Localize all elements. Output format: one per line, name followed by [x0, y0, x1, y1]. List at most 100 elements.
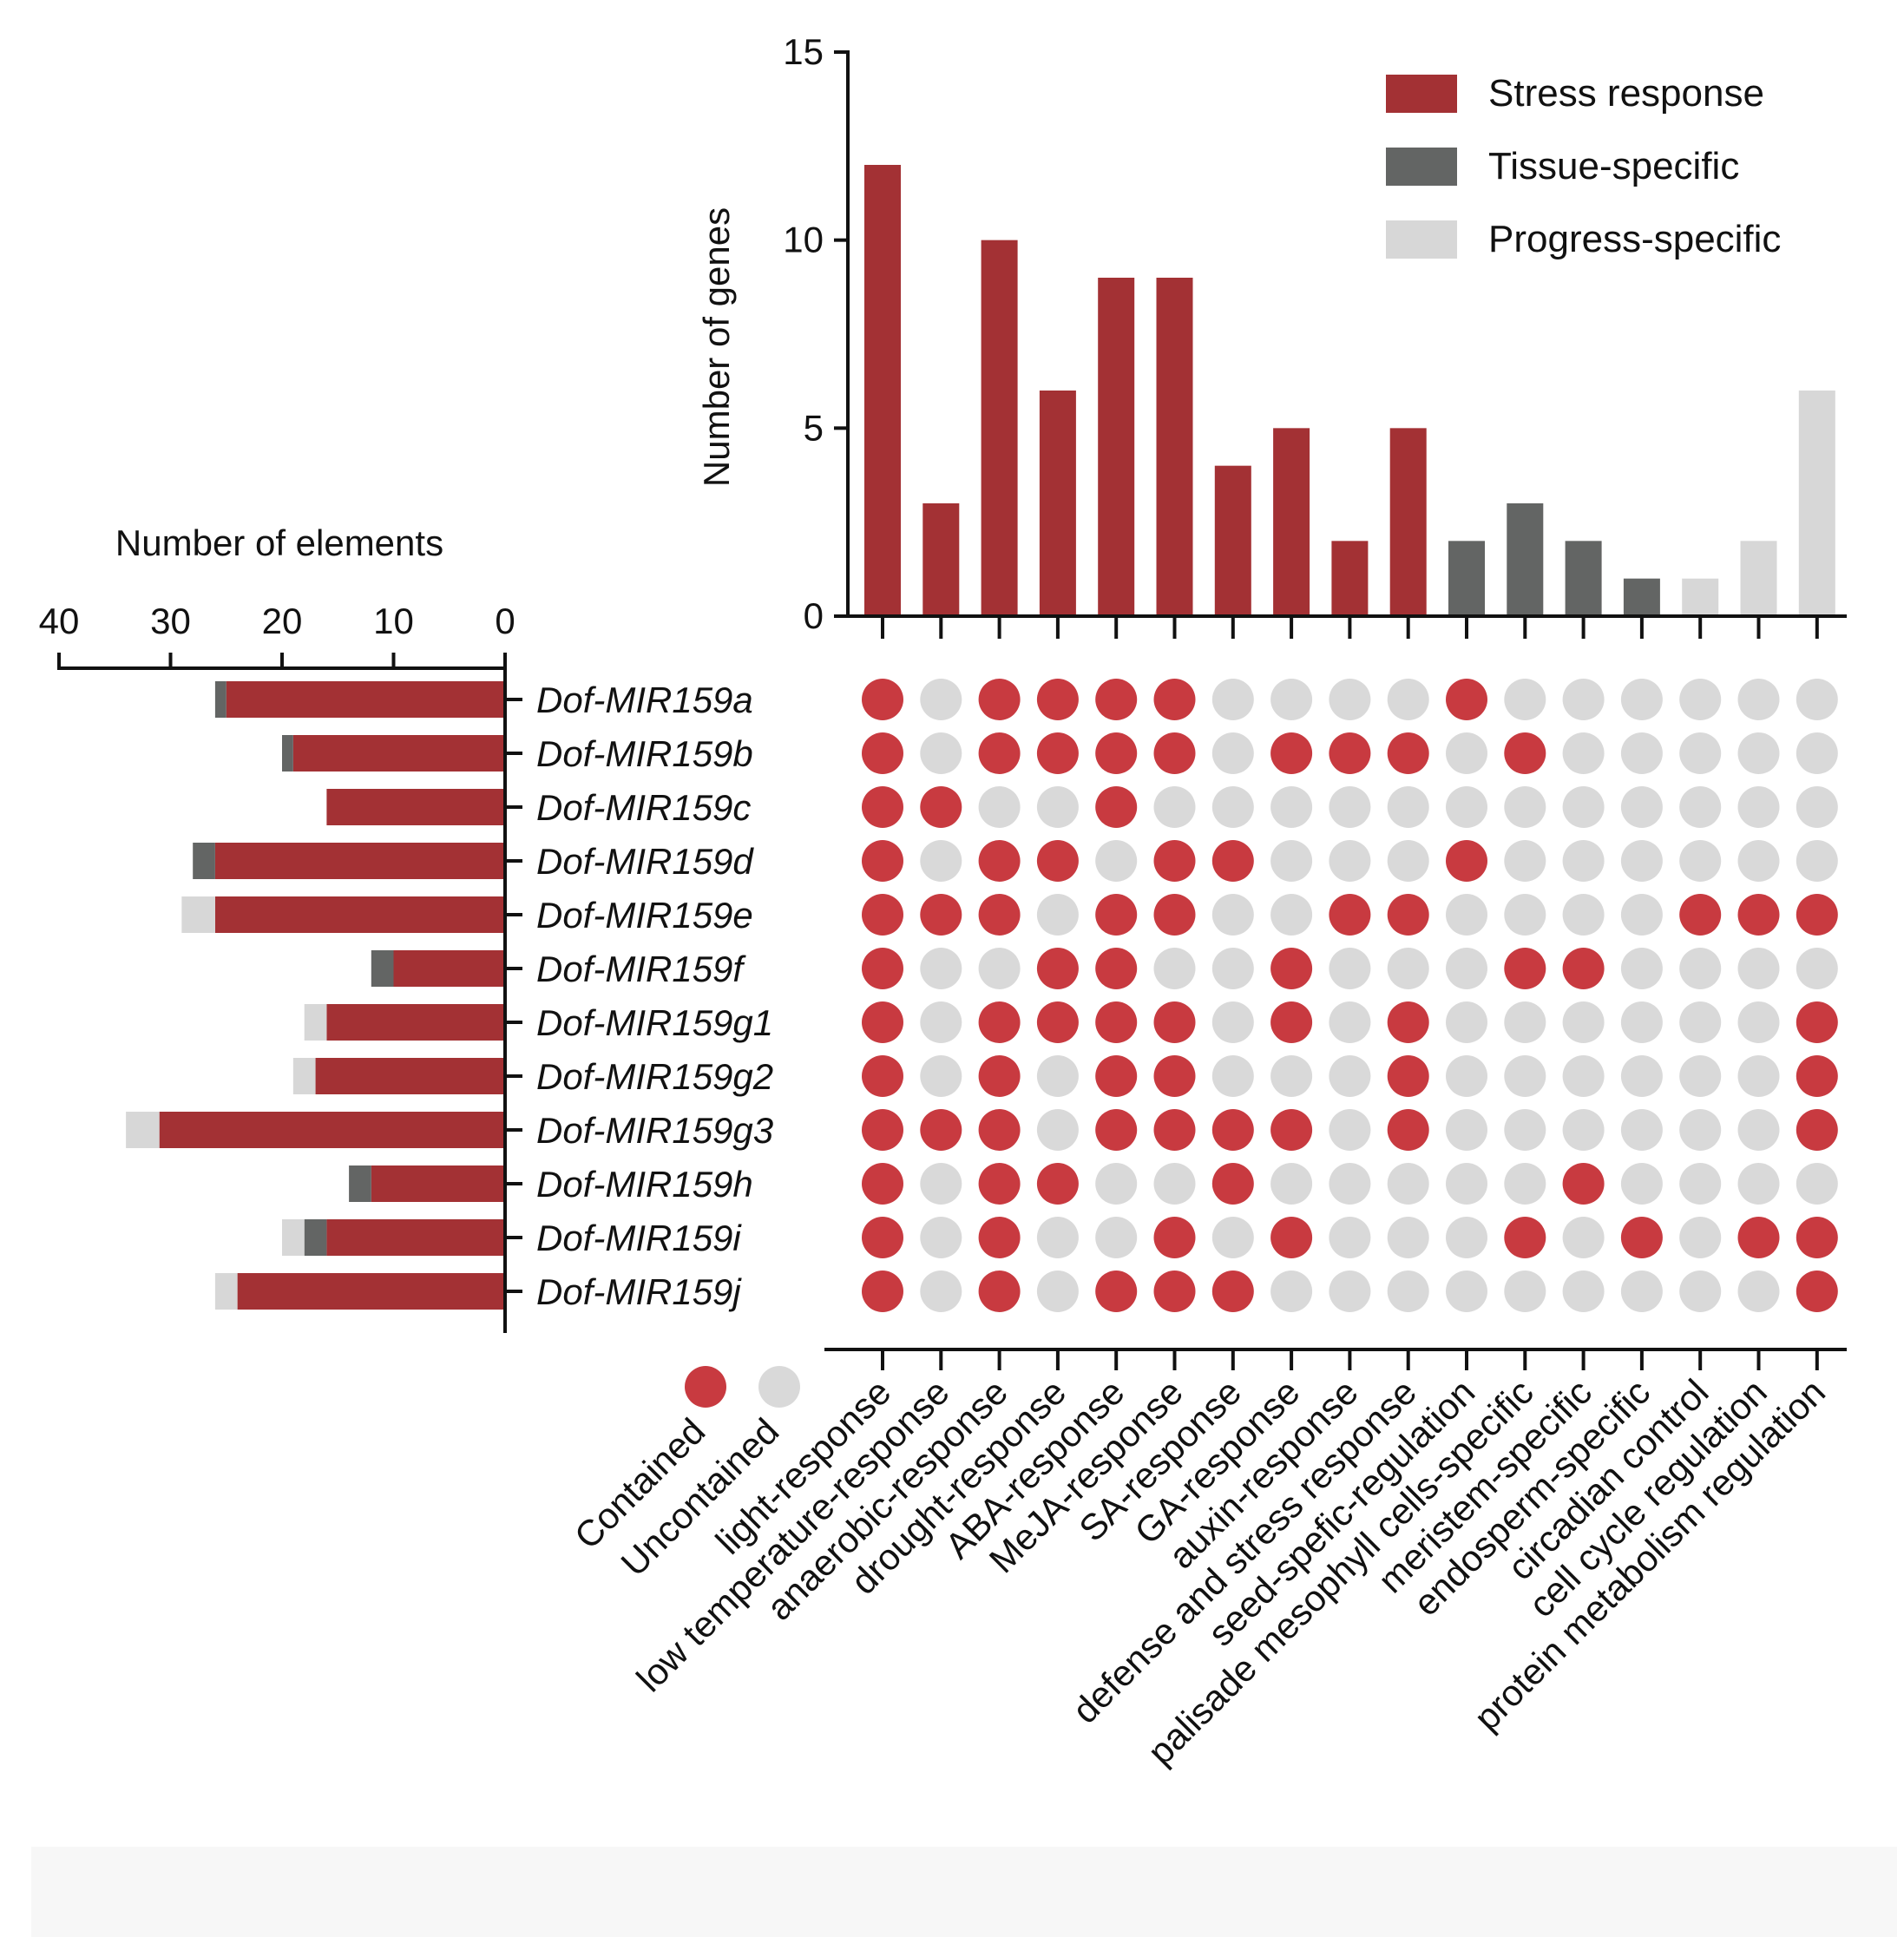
- dot-dof-mir159c-auxin-response: [1329, 786, 1371, 828]
- dot-dof-mir159c-drought-response: [1036, 786, 1079, 828]
- bar-defense-and-stress-response: [1389, 428, 1427, 616]
- dot-dof-mir159g3-palisade-mesophyll-cells-specific: [1504, 1109, 1546, 1151]
- dot-dof-mir159c-cell-cycle-regulation: [1737, 786, 1780, 828]
- dot-dof-mir159j-light-response: [862, 1271, 903, 1312]
- gene-label-dof-mir159b: Dof-MIR159b: [536, 733, 753, 774]
- legend-label-stress: Stress response: [1488, 72, 1764, 115]
- bar-auxin-response: [1331, 541, 1369, 616]
- dot-dof-mir159j-seed-spefic-regulation: [1446, 1271, 1487, 1312]
- dot-dof-mir159i-ga-response: [1270, 1217, 1313, 1258]
- dot-dof-mir159i-sa-response: [1211, 1217, 1254, 1258]
- dot-dof-mir159f-drought-response: [1036, 948, 1079, 989]
- dot-dof-mir159c-ga-response: [1270, 786, 1313, 828]
- dot-dof-mir159e-low-temperature-response: [920, 894, 962, 936]
- dot-dof-mir159b-meja-response: [1153, 732, 1196, 774]
- dot-dof-mir159a-light-response: [862, 679, 903, 720]
- bar-dof-mir159d-tissue: [193, 843, 215, 879]
- dot-dof-mir159h-anaerobic-response: [978, 1163, 1021, 1205]
- dot-dof-mir159a-cell-cycle-regulation: [1737, 679, 1780, 720]
- dot-dof-mir159g1-drought-response: [1036, 1001, 1079, 1043]
- bar-low-temperature-response: [922, 503, 960, 616]
- dot-dof-mir159e-seed-spefic-regulation: [1446, 894, 1487, 936]
- dot-dof-mir159e-aba-response: [1095, 894, 1138, 936]
- dot-dof-mir159g2-ga-response: [1270, 1055, 1313, 1097]
- bar-circadian-control: [1682, 578, 1719, 616]
- bar-meristem-specific: [1565, 541, 1602, 616]
- dot-dof-mir159d-meja-response: [1153, 840, 1196, 882]
- left-bar-x-axis: 40 30 20 10 0 Number of elements: [39, 522, 522, 1333]
- dot-dof-mir159h-endosperm-specific: [1620, 1163, 1663, 1205]
- dot-dof-mir159e-ga-response: [1270, 894, 1313, 936]
- y-tick-label-15: 15: [783, 31, 824, 72]
- dot-dof-mir159e-sa-response: [1211, 894, 1254, 936]
- dot-dof-mir159g3-anaerobic-response: [978, 1109, 1021, 1151]
- dot-dof-mir159h-seed-spefic-regulation: [1446, 1163, 1487, 1205]
- dot-dof-mir159e-meristem-specific: [1562, 894, 1605, 936]
- dot-dof-mir159b-low-temperature-response: [920, 732, 962, 774]
- dot-dof-mir159g2-seed-spefic-regulation: [1446, 1055, 1487, 1097]
- bar-light-response: [864, 165, 901, 616]
- dot-dof-mir159f-circadian-control: [1679, 948, 1722, 989]
- x-tick-label-0: 0: [495, 601, 515, 641]
- dot-dof-mir159h-sa-response: [1211, 1163, 1254, 1205]
- dot-dof-mir159g1-circadian-control: [1679, 1001, 1722, 1043]
- dot-dof-mir159h-cell-cycle-regulation: [1737, 1163, 1780, 1205]
- dot-dof-mir159a-ga-response: [1270, 679, 1313, 720]
- dot-dof-mir159g1-protein-metabolism-regulation: [1796, 1001, 1838, 1043]
- bar-cell-cycle-regulation: [1740, 541, 1777, 616]
- dot-dof-mir159i-defense-and-stress-response: [1387, 1217, 1429, 1258]
- dot-dof-mir159b-aba-response: [1095, 732, 1138, 774]
- dot-dof-mir159d-ga-response: [1270, 840, 1313, 882]
- gene-label-dof-mir159j: Dof-MIR159j: [536, 1271, 742, 1312]
- dot-dof-mir159j-sa-response: [1211, 1271, 1254, 1312]
- dot-dof-mir159b-protein-metabolism-regulation: [1796, 732, 1838, 774]
- bar-dof-mir159i-progress: [282, 1219, 305, 1256]
- dot-dof-mir159j-meja-response: [1153, 1271, 1196, 1312]
- dot-dof-mir159d-light-response: [862, 840, 903, 882]
- bar-dof-mir159d-stress: [214, 843, 505, 879]
- dot-dof-mir159e-anaerobic-response: [978, 894, 1021, 936]
- dot-dof-mir159b-sa-response: [1211, 732, 1254, 774]
- dot-dof-mir159i-meristem-specific: [1562, 1217, 1605, 1258]
- dot-dof-mir159h-drought-response: [1036, 1163, 1079, 1205]
- dot-dof-mir159b-endosperm-specific: [1620, 732, 1663, 774]
- bar-aba-response: [1098, 278, 1135, 616]
- dot-dof-mir159g2-palisade-mesophyll-cells-specific: [1504, 1055, 1546, 1097]
- dot-dof-mir159h-light-response: [862, 1163, 903, 1205]
- dot-dof-mir159h-protein-metabolism-regulation: [1796, 1163, 1838, 1205]
- bar-dof-mir159a-stress: [226, 681, 505, 718]
- dot-dof-mir159b-anaerobic-response: [978, 732, 1021, 774]
- dot-dof-mir159g3-circadian-control: [1679, 1109, 1722, 1151]
- dot-dof-mir159c-anaerobic-response: [978, 786, 1021, 828]
- dot-dof-mir159h-meja-response: [1153, 1163, 1196, 1205]
- dot-dof-mir159h-meristem-specific: [1562, 1163, 1605, 1205]
- dot-dof-mir159j-auxin-response: [1329, 1271, 1371, 1312]
- dot-dof-mir159j-drought-response: [1036, 1271, 1079, 1312]
- top-bar-chart: [864, 165, 1835, 616]
- dot-dof-mir159i-protein-metabolism-regulation: [1796, 1217, 1838, 1258]
- dot-dof-mir159c-palisade-mesophyll-cells-specific: [1504, 786, 1546, 828]
- dot-dof-mir159d-auxin-response: [1329, 840, 1371, 882]
- dot-dof-mir159j-cell-cycle-regulation: [1737, 1271, 1780, 1312]
- dot-dof-mir159e-cell-cycle-regulation: [1737, 894, 1780, 936]
- dot-dof-mir159g1-seed-spefic-regulation: [1446, 1001, 1487, 1043]
- dot-dof-mir159g1-auxin-response: [1329, 1001, 1371, 1043]
- dot-dof-mir159a-seed-spefic-regulation: [1446, 679, 1487, 720]
- dot-dof-mir159f-palisade-mesophyll-cells-specific: [1504, 948, 1546, 989]
- dot-dof-mir159i-endosperm-specific: [1620, 1217, 1663, 1258]
- dot-dof-mir159g3-defense-and-stress-response: [1387, 1109, 1429, 1151]
- dot-dof-mir159g3-auxin-response: [1329, 1109, 1371, 1151]
- dot-dof-mir159g3-light-response: [862, 1109, 903, 1151]
- dot-dof-mir159f-meristem-specific: [1562, 948, 1605, 989]
- y-tick-label-0: 0: [804, 595, 824, 636]
- dot-dof-mir159g2-protein-metabolism-regulation: [1796, 1055, 1838, 1097]
- top-bar-y-axis: 0 5 10 15 Number of genes: [696, 31, 1847, 639]
- dot-dof-mir159b-drought-response: [1036, 732, 1079, 774]
- gene-label-dof-mir159i: Dof-MIR159i: [536, 1218, 742, 1258]
- dot-dof-mir159g3-cell-cycle-regulation: [1737, 1109, 1780, 1151]
- bar-endosperm-specific: [1623, 578, 1660, 616]
- dot-dof-mir159g3-protein-metabolism-regulation: [1796, 1109, 1838, 1151]
- gene-label-dof-mir159f: Dof-MIR159f: [536, 949, 746, 989]
- bar-dof-mir159e-stress: [214, 896, 505, 933]
